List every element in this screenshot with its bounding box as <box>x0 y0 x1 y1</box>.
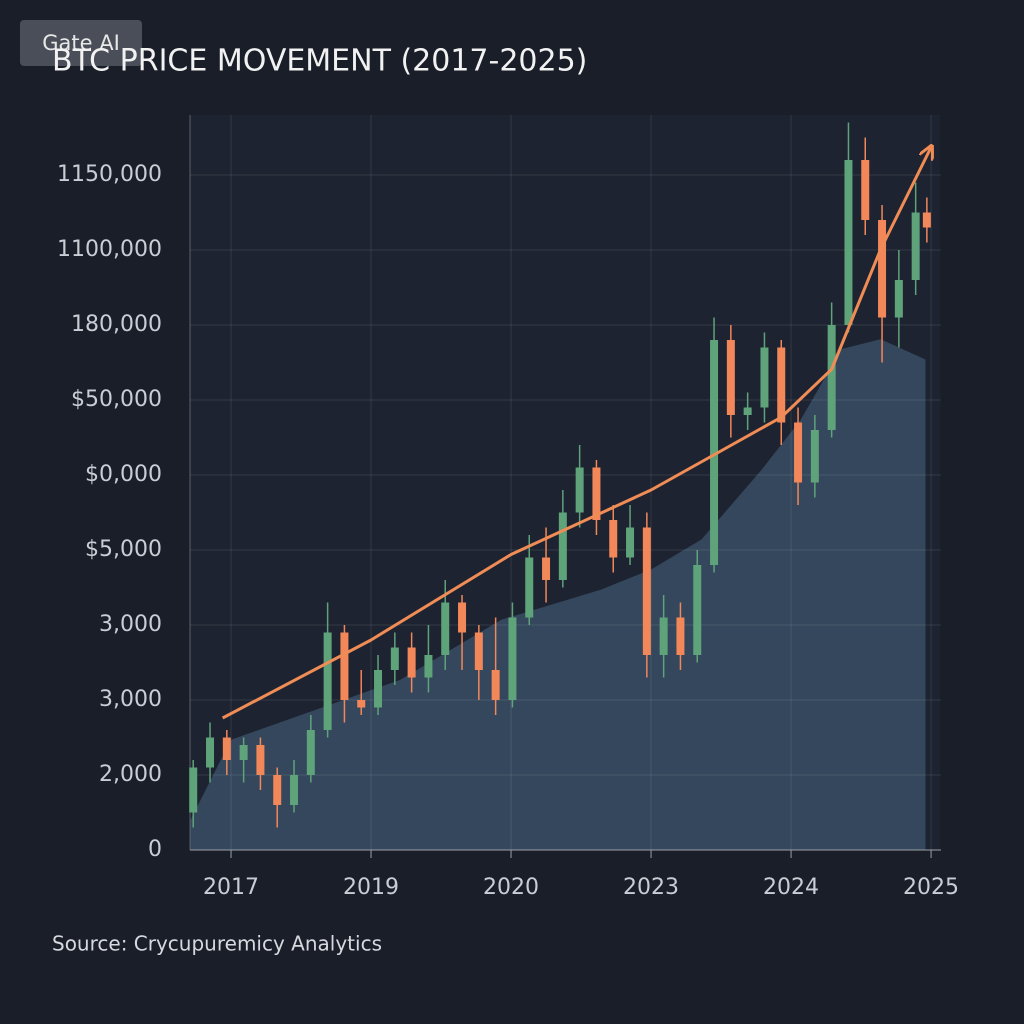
y-tick-label: 3,000 <box>99 612 162 637</box>
candle-body <box>525 557 534 618</box>
trend-line <box>221 147 931 720</box>
y-tick-label: 2,000 <box>99 762 162 787</box>
candle-body <box>290 775 299 805</box>
candle-body <box>878 220 887 318</box>
y-tick-label: 1100,000 <box>57 237 162 262</box>
candle-body <box>726 340 735 415</box>
candle-body <box>407 647 416 678</box>
candle-body <box>827 325 836 430</box>
candle-body <box>424 655 433 678</box>
candle-body <box>642 527 651 655</box>
y-tick-label: 180,000 <box>71 312 162 337</box>
x-tick-label: 2024 <box>763 875 819 900</box>
candle-body <box>491 670 500 700</box>
candle-body <box>441 602 450 655</box>
candle-body <box>760 347 769 408</box>
watermark-badge <box>20 20 142 66</box>
candle-body <box>693 565 702 655</box>
candle-body <box>390 647 399 670</box>
x-tick-label: 2019 <box>343 875 399 900</box>
candle-body <box>374 670 383 708</box>
candle-body <box>357 700 366 708</box>
x-tick-label: 2020 <box>483 875 539 900</box>
candle-body <box>911 212 920 280</box>
candle-body <box>575 467 584 513</box>
candle-body <box>306 730 315 775</box>
candle-body <box>542 557 551 580</box>
candle-body <box>861 160 870 220</box>
candle-body <box>558 512 567 580</box>
y-tick-label: 3,000 <box>99 687 162 712</box>
y-tick-label: $50,000 <box>71 387 162 412</box>
x-tick-label: 2017 <box>203 875 259 900</box>
candle-body <box>894 280 903 318</box>
candle-body <box>626 527 635 558</box>
candle-body <box>340 632 349 700</box>
watermark: Gate AI <box>42 31 120 55</box>
candle-body <box>710 340 719 565</box>
candle-body <box>676 617 685 655</box>
candle-body <box>810 430 819 483</box>
candle-body <box>659 617 668 655</box>
y-tick-label: 0 <box>148 837 162 862</box>
y-tick-label: 1150,000 <box>57 162 162 187</box>
candle-body <box>239 745 248 760</box>
candle-body <box>777 347 786 423</box>
y-tick-label: $5,000 <box>85 537 162 562</box>
x-tick-label: 2025 <box>903 875 959 900</box>
candle-body <box>323 632 332 730</box>
price-area <box>190 339 926 850</box>
x-tick-label: 2023 <box>623 875 679 900</box>
candle-body <box>922 212 931 228</box>
chart-title: BTC PRICE MOVEMENT (2017-2025) <box>52 44 587 79</box>
candle-body <box>222 737 231 760</box>
candle-body <box>474 632 483 670</box>
candle-body <box>458 602 467 633</box>
candle-body <box>794 422 803 483</box>
candle-body <box>609 520 618 558</box>
candle-body <box>743 407 752 415</box>
y-tick-label: $0,000 <box>85 462 162 487</box>
candle-body <box>592 467 601 520</box>
candle-body <box>256 745 265 775</box>
candle-body <box>844 160 853 325</box>
candle-body <box>189 767 198 813</box>
candle-body <box>206 737 215 768</box>
candle-body <box>273 775 282 805</box>
source: Source: Crycupuremicy Analytics <box>52 932 382 956</box>
candle-body <box>508 617 517 700</box>
